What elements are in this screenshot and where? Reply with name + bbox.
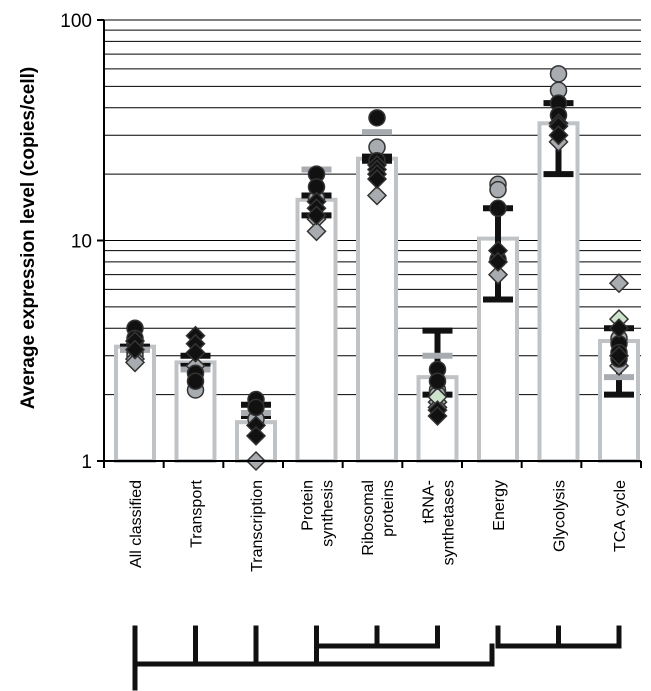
point-diamond-black [245, 425, 267, 446]
point-circle-black [489, 199, 507, 218]
category-label: Protein [300, 480, 317, 531]
hierarchy-dendrogram [132, 625, 622, 691]
point-circle-black [247, 398, 265, 417]
category-label: synthesis [320, 480, 337, 547]
point-circle-black [368, 109, 386, 127]
point-diamond-black [427, 405, 448, 427]
point-diamond-gray [306, 221, 327, 242]
category-label: tRNA- [421, 480, 438, 524]
point-circle-gray [549, 65, 568, 83]
category-label: Transport [189, 479, 206, 547]
category-label: synthetases [441, 480, 458, 565]
point-diamond-gray [487, 264, 509, 285]
point-diamond-black [608, 345, 630, 366]
category-label: Energy [491, 480, 508, 531]
y-tick-label: 100 [60, 11, 92, 32]
data-points [124, 65, 630, 472]
bar [356, 156, 398, 463]
y-axis-label: Average expression level (copies/cell) [18, 67, 39, 410]
category-label: All classified [128, 480, 145, 568]
point-circle-black [186, 372, 205, 390]
point-diamond-black [124, 339, 146, 360]
category-label: TCA cycle [612, 480, 629, 552]
bar [295, 197, 338, 463]
point-diamond-black [548, 125, 569, 146]
y-tick-label: 1 [81, 452, 92, 473]
point-diamond-gray [124, 352, 146, 373]
category-label: Glycolysis [552, 480, 569, 552]
point-diamond-gray [608, 273, 630, 294]
axes [97, 19, 642, 468]
point-diamond-black [487, 251, 509, 272]
point-diamond-black [366, 168, 388, 190]
point-circle-gray [489, 180, 507, 199]
point-diamond-black [185, 342, 206, 363]
y-tick-labels: 1 10 100 [60, 11, 92, 473]
category-label: Ribosomal [360, 480, 377, 556]
point-diamond-black [608, 318, 630, 339]
category-label: Transcription [249, 480, 266, 572]
y-tick-label: 10 [71, 232, 92, 253]
point-diamond-black [306, 205, 327, 226]
point-circle-black [428, 372, 447, 390]
point-diamond-gray [366, 185, 388, 206]
category-label: proteins [380, 480, 397, 537]
category-labels: All classified Transport Transcription Prot… [128, 479, 629, 571]
